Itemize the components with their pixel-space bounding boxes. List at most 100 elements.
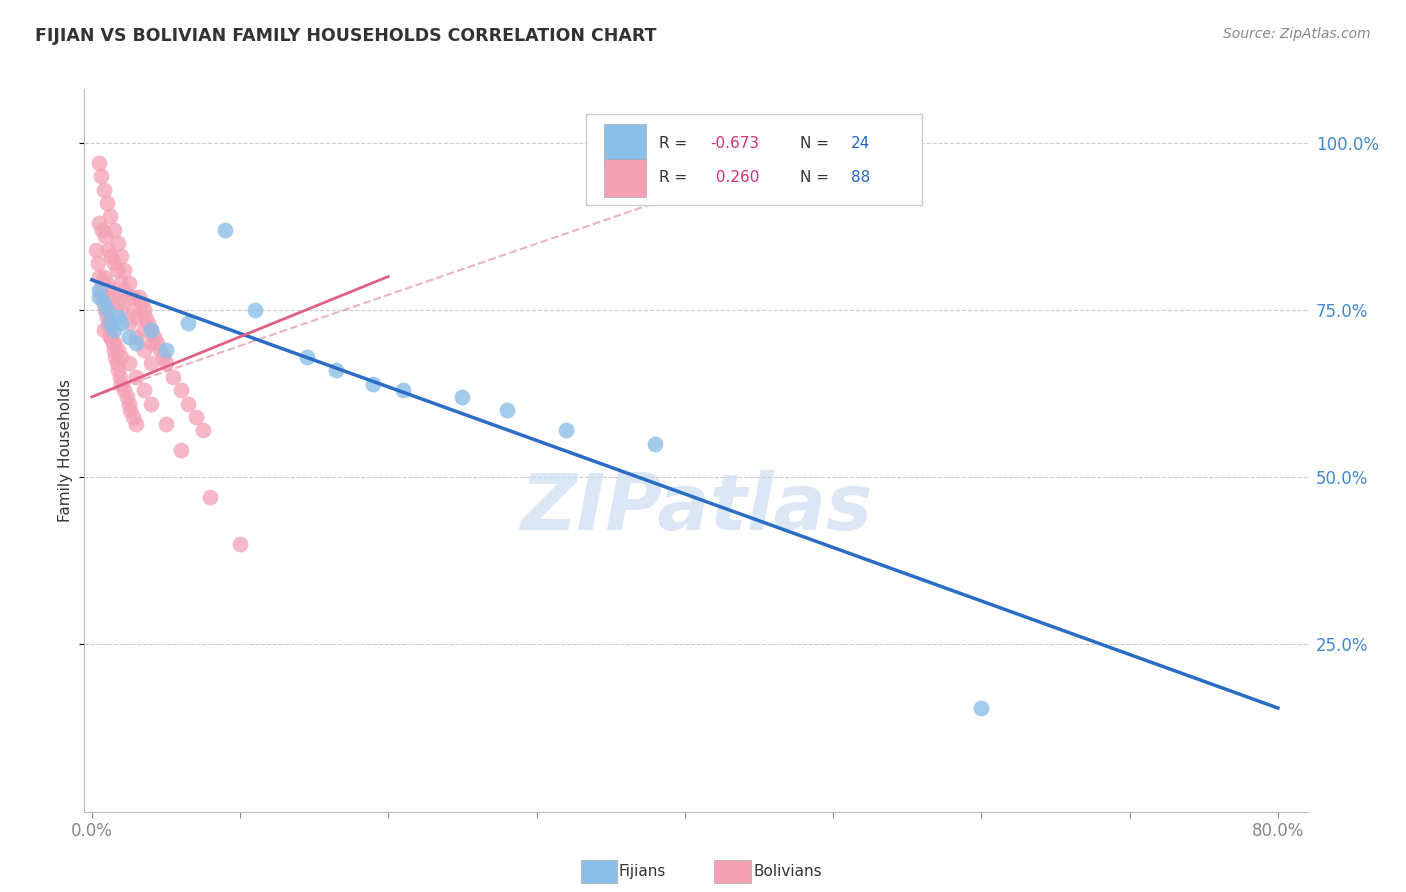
Point [243,303,266,318]
Point [146,336,169,351]
Point [91,223,114,237]
Point [117,390,139,404]
Point [139,396,162,410]
Point [125,310,148,324]
Point [110,303,132,318]
Point [118,396,141,410]
Point [112,384,135,398]
Y-axis label: Family Households: Family Households [58,379,73,522]
Point [162,369,184,384]
Text: Bolivians: Bolivians [754,864,823,879]
Point [363,376,385,391]
Point [91,289,114,303]
Point [110,317,132,331]
Point [496,403,519,417]
Point [103,323,125,337]
Point [155,356,177,371]
Point [93,269,115,284]
Point [125,336,148,351]
Text: FIJIAN VS BOLIVIAN FAMILY HOUSEHOLDS CORRELATION CHART: FIJIAN VS BOLIVIAN FAMILY HOUSEHOLDS COR… [35,27,657,45]
Point [98,323,121,337]
Point [125,330,148,344]
Point [143,330,166,344]
Point [152,350,174,364]
Point [103,289,125,303]
Point [149,343,172,358]
Text: Source: ZipAtlas.com: Source: ZipAtlas.com [1223,27,1371,41]
Text: 0.260: 0.260 [710,170,759,186]
Point [295,350,318,364]
Point [98,210,121,224]
Point [105,263,128,277]
Point [98,283,121,297]
Point [191,424,214,438]
Point [98,330,121,344]
Point [97,317,120,331]
Point [122,303,145,318]
Text: R =: R = [659,136,692,151]
Point [94,303,117,318]
Point [90,169,112,184]
Point [451,390,474,404]
Text: Fijians: Fijians [619,864,666,879]
Point [155,417,177,431]
Point [120,403,142,417]
FancyBboxPatch shape [605,124,645,161]
Point [96,277,118,291]
Point [229,537,252,551]
Point [122,289,145,303]
Point [139,356,162,371]
Point [200,491,222,505]
Point [98,317,121,331]
Text: ZIPatlas: ZIPatlas [520,470,872,546]
Point [93,296,115,310]
Point [134,310,156,324]
Point [96,303,118,318]
Point [177,317,200,331]
Point [107,310,129,324]
Point [90,283,112,297]
Point [112,263,135,277]
Point [139,323,162,337]
Point [107,236,129,251]
Point [103,256,125,270]
Point [103,336,125,351]
Point [86,256,108,270]
FancyBboxPatch shape [586,114,922,205]
Point [139,336,162,351]
Point [100,330,122,344]
Point [970,701,993,715]
Text: -0.673: -0.673 [710,136,759,151]
FancyBboxPatch shape [605,159,645,197]
Point [132,343,155,358]
Point [170,443,193,458]
Text: N =: N = [800,170,834,186]
Point [107,363,129,377]
Text: R =: R = [659,170,692,186]
Point [131,296,153,310]
Point [105,356,128,371]
Point [170,384,193,398]
Point [107,296,129,310]
Point [96,195,118,210]
Point [93,182,115,196]
Point [125,369,148,384]
Point [125,417,148,431]
Point [89,156,111,170]
Point [118,289,141,303]
Point [177,396,200,410]
Text: 88: 88 [851,170,870,186]
Point [132,384,155,398]
Point [139,323,162,337]
Point [128,289,150,303]
Point [118,330,141,344]
Point [122,410,145,425]
Point [118,277,141,291]
Point [555,424,578,438]
Text: 24: 24 [851,136,870,151]
Point [93,296,115,310]
Point [104,350,127,364]
Point [112,283,135,297]
Point [184,410,207,425]
Point [103,343,125,358]
